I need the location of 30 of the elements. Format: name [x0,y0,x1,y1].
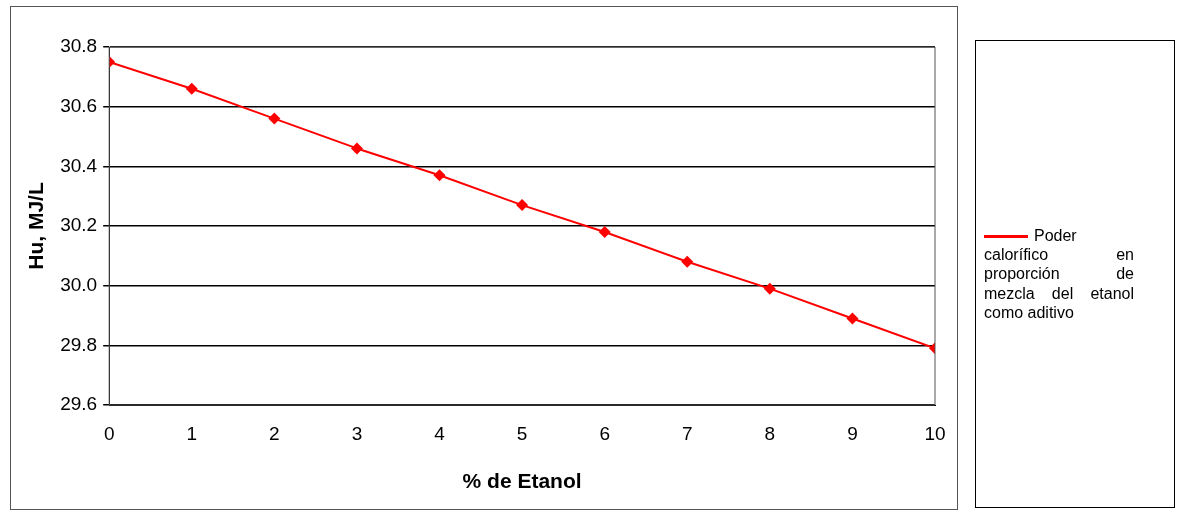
point [598,225,611,238]
x-tick-label: 0 [103,422,115,444]
y-tick-label: 29.6 [60,393,98,415]
y-tick-label: 30.8 [60,35,98,57]
x-tick-label: 4 [434,422,446,444]
x-tick-label: 1 [186,422,198,444]
y-tick-label: 30.6 [60,94,98,116]
y-axis-title: Hu, MJ/L [24,182,48,270]
point [268,112,281,125]
point [763,282,776,295]
legend-label: Poder calorífico en proporción de mezcla del etanol como aditivo [984,226,1134,322]
x-tick-label: 6 [599,422,610,444]
point [433,169,446,182]
y-tick-label: 29.8 [60,333,98,355]
x-tick-label: 10 [924,422,946,444]
point [185,82,198,95]
point [516,199,529,212]
x-tick-label: 2 [269,422,280,444]
x-tick-label: 7 [681,422,693,444]
x-axis-title: % de Etanol [462,469,582,493]
point [350,142,363,155]
x-tick-label: 9 [847,422,858,444]
x-tick-label: 8 [764,422,776,444]
point [681,255,694,268]
y-tick-label: 30.2 [60,214,98,236]
x-tick-label: 5 [516,422,528,444]
point [846,312,859,325]
y-tick-label: 30.0 [60,273,98,295]
x-tick-label: 3 [351,422,363,444]
y-tick-label: 30.4 [60,154,98,176]
